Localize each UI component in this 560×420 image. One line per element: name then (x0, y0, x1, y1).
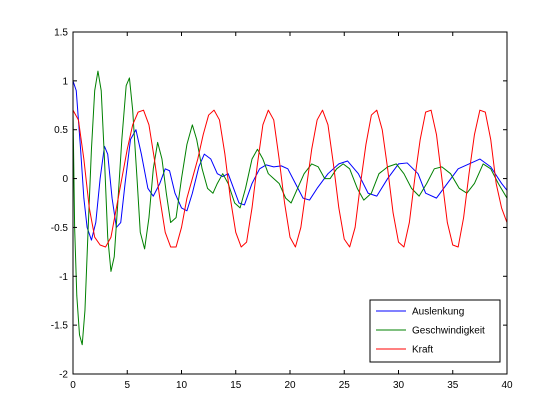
y-axis: -2 -1.5 -1 -0.5 0 0.5 1 1.5 (51, 28, 507, 381)
x-tick-label: 30 (393, 380, 405, 391)
series-line-geschwindigkeit (73, 70, 507, 346)
series-line-kraft (73, 109, 507, 248)
y-tick-label: 0 (62, 174, 68, 185)
x-tick-label: 5 (124, 380, 130, 391)
legend: Auslenkung Geschwindigkeit Kraft (369, 299, 501, 363)
y-tick-label: -0.5 (51, 223, 69, 234)
x-tick-label: 40 (501, 380, 513, 391)
legend-label: Kraft (412, 345, 433, 356)
x-tick-label: 0 (70, 380, 76, 391)
y-tick-label: -2 (59, 370, 68, 381)
y-tick-label: 1.5 (54, 28, 68, 39)
y-tick-label: -1.5 (51, 321, 69, 332)
x-tick-label: 35 (447, 380, 459, 391)
y-tick-label: 1 (62, 76, 68, 87)
y-tick-label: -1 (59, 272, 68, 283)
legend-box (369, 299, 501, 363)
y-tick-label: 0.5 (54, 125, 68, 136)
x-tick-label: 10 (176, 380, 188, 391)
legend-label: Auslenkung (412, 307, 464, 318)
x-tick-label: 20 (284, 380, 296, 391)
series-line-auslenkung (73, 80, 507, 241)
plot-area (72, 31, 508, 375)
series-lines (73, 70, 507, 346)
x-tick-label: 15 (230, 380, 242, 391)
legend-label: Geschwindigkeit (412, 326, 485, 337)
x-tick-label: 25 (339, 380, 351, 391)
x-axis: 0 5 10 15 20 25 30 35 40 (70, 32, 513, 391)
